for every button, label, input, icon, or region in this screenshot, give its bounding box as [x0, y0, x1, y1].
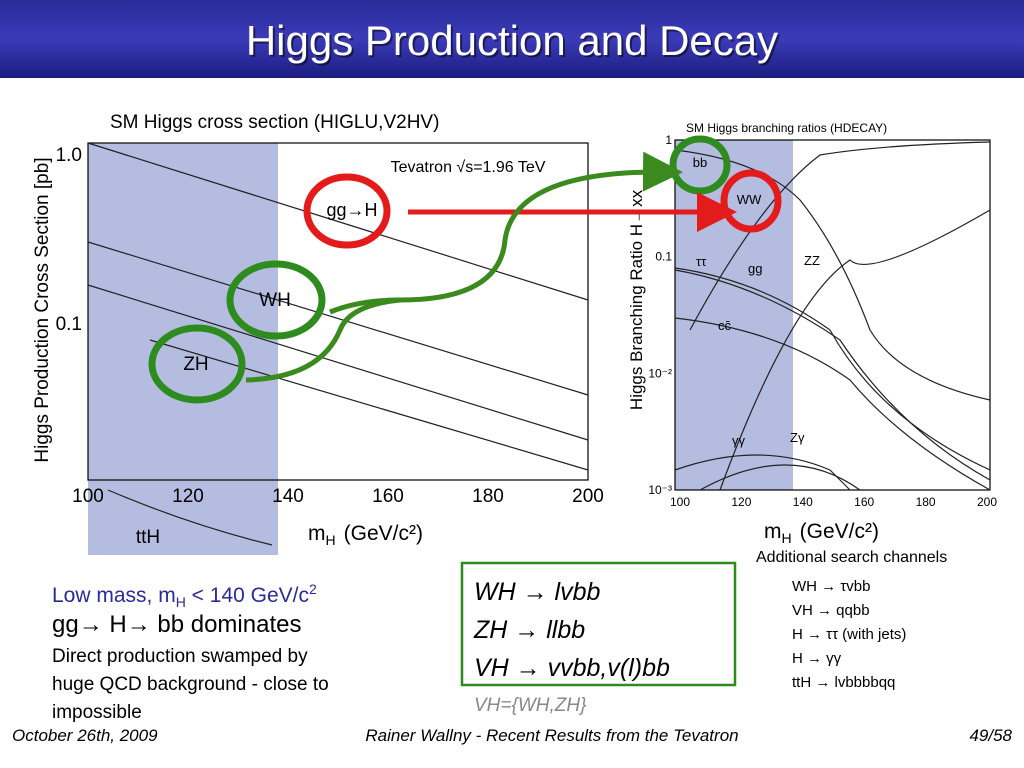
curve	[674, 454, 851, 491]
x-tick-label: 140	[272, 486, 304, 507]
x-tick-label: 100	[72, 486, 104, 507]
heading-sub: H	[176, 594, 186, 610]
x-label-unit: (GeV/c²)	[800, 520, 879, 543]
curve-label: bb	[693, 155, 707, 170]
x-label-sub: H	[782, 530, 792, 546]
curve	[87, 284, 589, 441]
x-label-m: m	[308, 522, 326, 545]
additional-heading: Additional search channels	[756, 549, 947, 566]
plot-title: SM Higgs branching ratios (HDECAY)	[686, 121, 887, 135]
x-tick-label: 120	[172, 486, 204, 507]
curve-label: Zγ	[790, 430, 805, 445]
dominant: gg→ H→ bb dominates	[52, 611, 301, 638]
arrow	[245, 297, 401, 383]
annotation: Tevatron √s=1.96 TeV	[391, 159, 546, 176]
text-line: Direct production swamped by	[52, 646, 308, 667]
x-tick-label: 140	[793, 495, 813, 509]
channels-note: VH={WH,ZH}	[474, 695, 587, 716]
x-tick-label: 160	[372, 486, 404, 507]
curve-label: ZZ	[804, 253, 820, 268]
y-label: Higgs Branching Ratio H→xx	[627, 189, 646, 410]
curves	[87, 142, 589, 546]
header-bar	[0, 0, 1024, 78]
y-tick-label: 10⁻³	[648, 483, 672, 497]
low-mass-heading: Low mass, mH < 140 GeV/c2	[52, 581, 317, 610]
curve	[674, 149, 991, 401]
x-tick-label: 200	[572, 486, 604, 507]
title-shadow: Higgs Production and Decay	[248, 19, 780, 66]
y-label: Higgs Production Cross Section [pb]	[32, 157, 53, 462]
x-ticks: 100 120 140 160 180 200	[670, 495, 997, 509]
text-line: impossible	[52, 702, 142, 723]
curve	[674, 269, 991, 481]
curve	[674, 267, 991, 471]
curve-label: cc̄	[718, 318, 732, 333]
curve-label: ttH	[136, 527, 160, 548]
arrow	[329, 151, 683, 315]
plot-title: SM Higgs cross section (HIGLU,V2HV)	[110, 112, 439, 133]
channel: WH → τvbb	[792, 578, 870, 595]
channel: ttH → lvbbbbqq	[792, 674, 895, 691]
y-tick-label: 0.1	[56, 314, 82, 335]
plot-frame	[674, 139, 991, 491]
curve	[149, 339, 589, 471]
channels-box	[460, 561, 737, 687]
additional-list: WH → τvbb VH → qqbb H → ττ (with jets) H → …	[792, 578, 906, 691]
curve	[87, 142, 589, 301]
x-tick-label: 160	[854, 495, 874, 509]
channel: H → γγ	[792, 650, 842, 667]
y-tick-label: 1	[665, 133, 672, 147]
channel: ZH → llbb	[473, 616, 585, 644]
circle	[303, 173, 391, 249]
x-label: mH (GeV/c²)	[764, 520, 879, 546]
curve	[87, 241, 589, 396]
curve-label: ττ	[696, 254, 707, 269]
x-tick-label: 180	[916, 495, 936, 509]
x-label-sub: H	[326, 532, 336, 548]
curve-label: WH	[259, 290, 291, 311]
footer-date: October 26th, 2009	[12, 726, 158, 745]
channel: WH → lvbb	[474, 578, 601, 606]
y-tick-label: 10⁻²	[648, 366, 672, 380]
curve	[689, 141, 991, 331]
heading-part: Low mass, m	[52, 584, 176, 607]
curve	[674, 317, 991, 491]
curve	[699, 464, 861, 491]
circle	[148, 324, 246, 404]
mass-band	[88, 143, 278, 555]
highlights	[148, 135, 782, 404]
curves	[674, 141, 991, 491]
heading-sup: 2	[309, 581, 317, 597]
curve	[107, 489, 273, 546]
y-ticks: 1 0.1 10⁻² 10⁻³	[648, 133, 672, 497]
footer-page: 49/58	[969, 726, 1012, 745]
heading-part: < 140 GeV/c	[186, 584, 309, 607]
x-ticks: 100 120 140 160 180 200	[72, 486, 604, 507]
text-line: huge QCD background - close to	[52, 674, 329, 695]
x-tick-label: 120	[731, 495, 751, 509]
slide-title: Higgs Production and Decay	[246, 17, 778, 64]
curve	[719, 209, 991, 491]
x-tick-label: 200	[977, 495, 997, 509]
curve-label: ZH	[183, 354, 208, 375]
y-tick-label: 1.0	[56, 145, 82, 166]
plot-frame	[87, 142, 589, 481]
x-label-unit: (GeV/c²)	[344, 522, 423, 545]
curve-label: γγ	[732, 433, 746, 448]
channel: H → ττ (with jets)	[792, 626, 906, 643]
circle	[226, 260, 326, 340]
channel: VH → qqbb	[792, 602, 870, 619]
curve-label: WW	[737, 192, 762, 207]
x-label-m: m	[764, 520, 782, 543]
curve-label: gg→H	[326, 200, 377, 220]
x-tick-label: 100	[670, 495, 690, 509]
x-tick-label: 180	[472, 486, 504, 507]
footer-center: Rainer Wallny - Recent Results from the …	[365, 726, 738, 745]
x-label: mH (GeV/c²)	[308, 522, 423, 548]
curve-label: gg	[748, 261, 762, 276]
channel: VH → vvbb,v(l)bb	[474, 654, 670, 682]
y-tick-label: 0.1	[655, 250, 672, 264]
